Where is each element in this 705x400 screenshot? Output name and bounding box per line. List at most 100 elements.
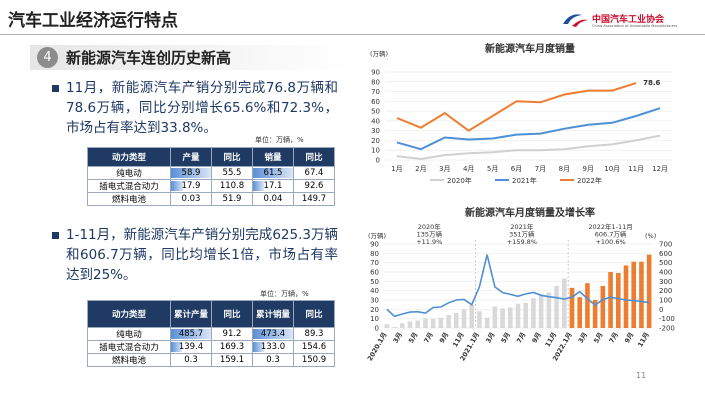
cell-text: 燃料电池 <box>111 195 146 205</box>
y-tick-label: 30 <box>370 297 379 305</box>
y2-tick-label: 600 <box>659 250 672 258</box>
cell-text: 150.9 <box>301 355 327 365</box>
cell-text: 0.03 <box>181 194 201 204</box>
data-bar <box>253 329 293 339</box>
x-tick-label: 6月 <box>511 165 522 173</box>
page-number: 11 <box>636 371 646 380</box>
table-row: 燃料电池 0.3 159.1 0.3 150.9 <box>87 353 335 367</box>
table-cell: 149.7 <box>293 192 335 206</box>
series-line <box>396 107 661 151</box>
bar <box>577 297 583 328</box>
x-tick-label: 5月 <box>500 331 512 345</box>
table-wrap: 动力类型 产量 同比 销量 同比 纯电动 58.9 55.5 61.5 67.4 插电式混合动力 17… <box>87 147 335 206</box>
cell-text: 58.9 <box>181 168 201 178</box>
cell-text: 55.5 <box>222 168 242 178</box>
y-tick-label: 40 <box>370 287 379 295</box>
y-tick-label: 30 <box>371 127 380 135</box>
series-line <box>386 254 650 318</box>
bar <box>569 287 575 328</box>
bar <box>585 283 590 328</box>
y-tick-label: 60 <box>371 98 380 106</box>
y2-tick-label: 200 <box>659 287 672 295</box>
cell-text: 91.2 <box>222 329 242 339</box>
bar <box>392 327 397 328</box>
y2-tick-label: 0 <box>659 306 663 314</box>
x-tick-label: 5月 <box>592 331 604 345</box>
cell-text: 110.8 <box>219 181 245 191</box>
y-tick-label: 90 <box>370 241 379 249</box>
x-tick-label: 3月 <box>392 331 404 345</box>
bar <box>592 300 598 328</box>
y-tick-label: 50 <box>370 278 379 286</box>
y-tick-label: 70 <box>371 88 380 96</box>
header-row: 动力类型 累计产量 同比 累计销量 同比 <box>87 300 335 328</box>
x-tick-label: 3月 <box>484 331 496 345</box>
x-tick-label: 7月 <box>535 165 546 173</box>
cell-text: 139.4 <box>178 342 204 352</box>
bar <box>515 303 521 328</box>
table-cell: 燃料电池 <box>87 353 171 367</box>
y-tick-label: 50 <box>371 108 380 116</box>
series-line <box>396 82 637 132</box>
x-tick-label: 1月 <box>391 165 402 173</box>
bar <box>484 317 490 328</box>
cell-text: 51.9 <box>222 194 242 204</box>
bar <box>461 309 467 328</box>
bar <box>531 298 536 328</box>
cell-text: 149.7 <box>301 194 327 204</box>
x-tick-label: 3月 <box>439 165 450 173</box>
cell-text: 17.9 <box>181 181 201 191</box>
bar <box>492 306 498 328</box>
table-cell: 51.9 <box>211 192 253 206</box>
divider <box>0 34 705 35</box>
header-cell: 动力类型 <box>87 300 171 328</box>
y-tick-label: 70 <box>370 259 379 267</box>
cell-text: 92.6 <box>304 181 324 191</box>
header-cell: 累计销量 <box>252 300 294 328</box>
table-unit: 单位：万辆，% <box>260 290 309 298</box>
chart-title: 新能源汽车月度销量及增长率 <box>465 206 595 219</box>
data-bar <box>171 329 211 339</box>
cell-text: 纯电动 <box>116 330 142 340</box>
bar <box>384 324 390 328</box>
x-tick-label: 11月 <box>636 331 651 348</box>
table-row: 插电式混合动力 139.4 169.3 133.0 154.6 <box>87 340 335 354</box>
table-cell: 150.9 <box>293 353 335 367</box>
x-tick-label: 12月 <box>652 165 668 173</box>
annotation: +11.9% <box>416 238 442 246</box>
cell-text: 0.3 <box>184 355 198 365</box>
chart-title: 新能源汽车月度销量 <box>485 42 575 55</box>
bar <box>600 286 606 328</box>
data-bar <box>253 181 265 191</box>
cell-text: 0.3 <box>266 355 280 365</box>
x-tick-label: 9月 <box>438 331 450 345</box>
x-tick-label: 5月 <box>487 165 498 173</box>
section-band <box>30 45 350 70</box>
bullet-square <box>52 232 59 239</box>
annotation: 351万辆 <box>509 230 535 239</box>
header-cell: 销量 <box>252 147 294 167</box>
legend-label: 2020年 <box>447 176 472 185</box>
y-axis-label: (万辆) <box>370 49 388 58</box>
bar <box>430 318 436 328</box>
bar <box>423 318 428 328</box>
bar <box>507 307 513 328</box>
annotation: +159.8% <box>507 238 537 246</box>
header-cell: 累计产量 <box>170 300 212 328</box>
bar <box>438 317 444 328</box>
logo-mark <box>563 14 588 27</box>
x-tick-label: 4月 <box>463 165 474 173</box>
data-table: 动力类型 累计产量 同比 累计销量 同比 纯电动 485.7 91.2 473.4 89.3 插电式… <box>87 300 335 367</box>
y2-tick-label: -200 <box>659 325 675 333</box>
x-tick-label: 5月 <box>407 331 419 345</box>
y-tick-label: 0 <box>376 157 380 165</box>
annotation: +100.6% <box>595 238 625 246</box>
x-tick-label: 11月 <box>451 331 466 348</box>
y-tick-label: 60 <box>370 269 379 277</box>
cell-text: 纯电动 <box>116 169 142 179</box>
y2-tick-label: 300 <box>659 278 672 286</box>
annotation: 606.7万辆 <box>595 230 627 239</box>
y-tick-label: 40 <box>371 117 380 125</box>
bar <box>469 304 475 328</box>
bullet-text: 11月，新能源汽车产销分别完成76.8万辆和78.6万辆，同比分别增长65.6%… <box>66 80 338 136</box>
